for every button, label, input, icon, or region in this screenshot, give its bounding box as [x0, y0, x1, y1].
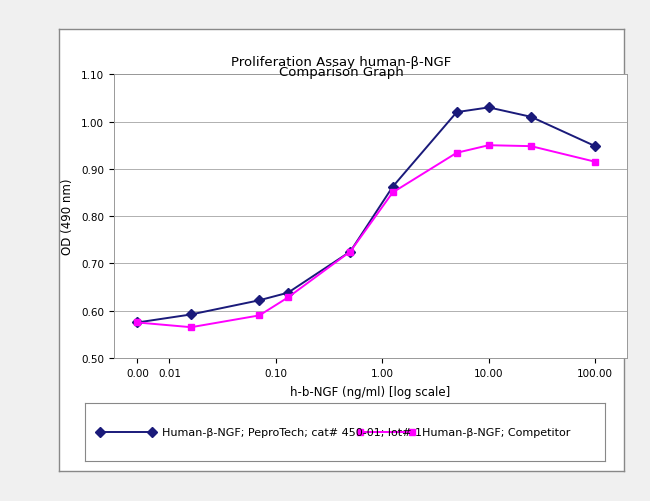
X-axis label: h-b-NGF (ng/ml) [log scale]: h-b-NGF (ng/ml) [log scale]: [291, 385, 450, 398]
Human-β-NGF; PeproTech; cat# 450-01; lot# 1: [485, 105, 493, 111]
Text: Human-β-NGF; Competitor: Human-β-NGF; Competitor: [422, 427, 571, 437]
Line: Human-β-NGF; Competitor: Human-β-NGF; Competitor: [134, 142, 599, 331]
Human-β-NGF; PeproTech; cat# 450-01; lot# 1: [255, 298, 263, 304]
Y-axis label: OD (490 nm): OD (490 nm): [61, 178, 74, 255]
Text: Comparison Graph: Comparison Graph: [279, 66, 404, 79]
Human-β-NGF; Competitor: [592, 159, 599, 165]
Text: Proliferation Assay human-β-NGF: Proliferation Assay human-β-NGF: [231, 56, 451, 69]
Human-β-NGF; Competitor: [453, 150, 461, 156]
Human-β-NGF; Competitor: [389, 190, 396, 196]
Line: Human-β-NGF; PeproTech; cat# 450-01; lot# 1: Human-β-NGF; PeproTech; cat# 450-01; lot…: [134, 105, 599, 326]
Human-β-NGF; PeproTech; cat# 450-01; lot# 1: [592, 144, 599, 150]
Human-β-NGF; Competitor: [187, 325, 195, 331]
Human-β-NGF; Competitor: [485, 143, 493, 149]
Human-β-NGF; PeproTech; cat# 450-01; lot# 1: [187, 312, 195, 318]
Human-β-NGF; PeproTech; cat# 450-01; lot# 1: [453, 110, 461, 116]
Human-β-NGF; Competitor: [255, 313, 263, 319]
Human-β-NGF; PeproTech; cat# 450-01; lot# 1: [527, 115, 535, 121]
Human-β-NGF; Competitor: [284, 295, 292, 301]
Human-β-NGF; PeproTech; cat# 450-01; lot# 1: [346, 249, 354, 255]
Human-β-NGF; PeproTech; cat# 450-01; lot# 1: [284, 290, 292, 296]
Human-β-NGF; Competitor: [346, 249, 354, 255]
Human-β-NGF; PeproTech; cat# 450-01; lot# 1: [133, 320, 141, 326]
Human-β-NGF; Competitor: [527, 144, 535, 150]
Human-β-NGF; PeproTech; cat# 450-01; lot# 1: [389, 184, 396, 190]
Text: Human-β-NGF; PeproTech; cat# 450-01; lot# 1: Human-β-NGF; PeproTech; cat# 450-01; lot…: [162, 427, 422, 437]
Human-β-NGF; Competitor: [133, 320, 141, 326]
